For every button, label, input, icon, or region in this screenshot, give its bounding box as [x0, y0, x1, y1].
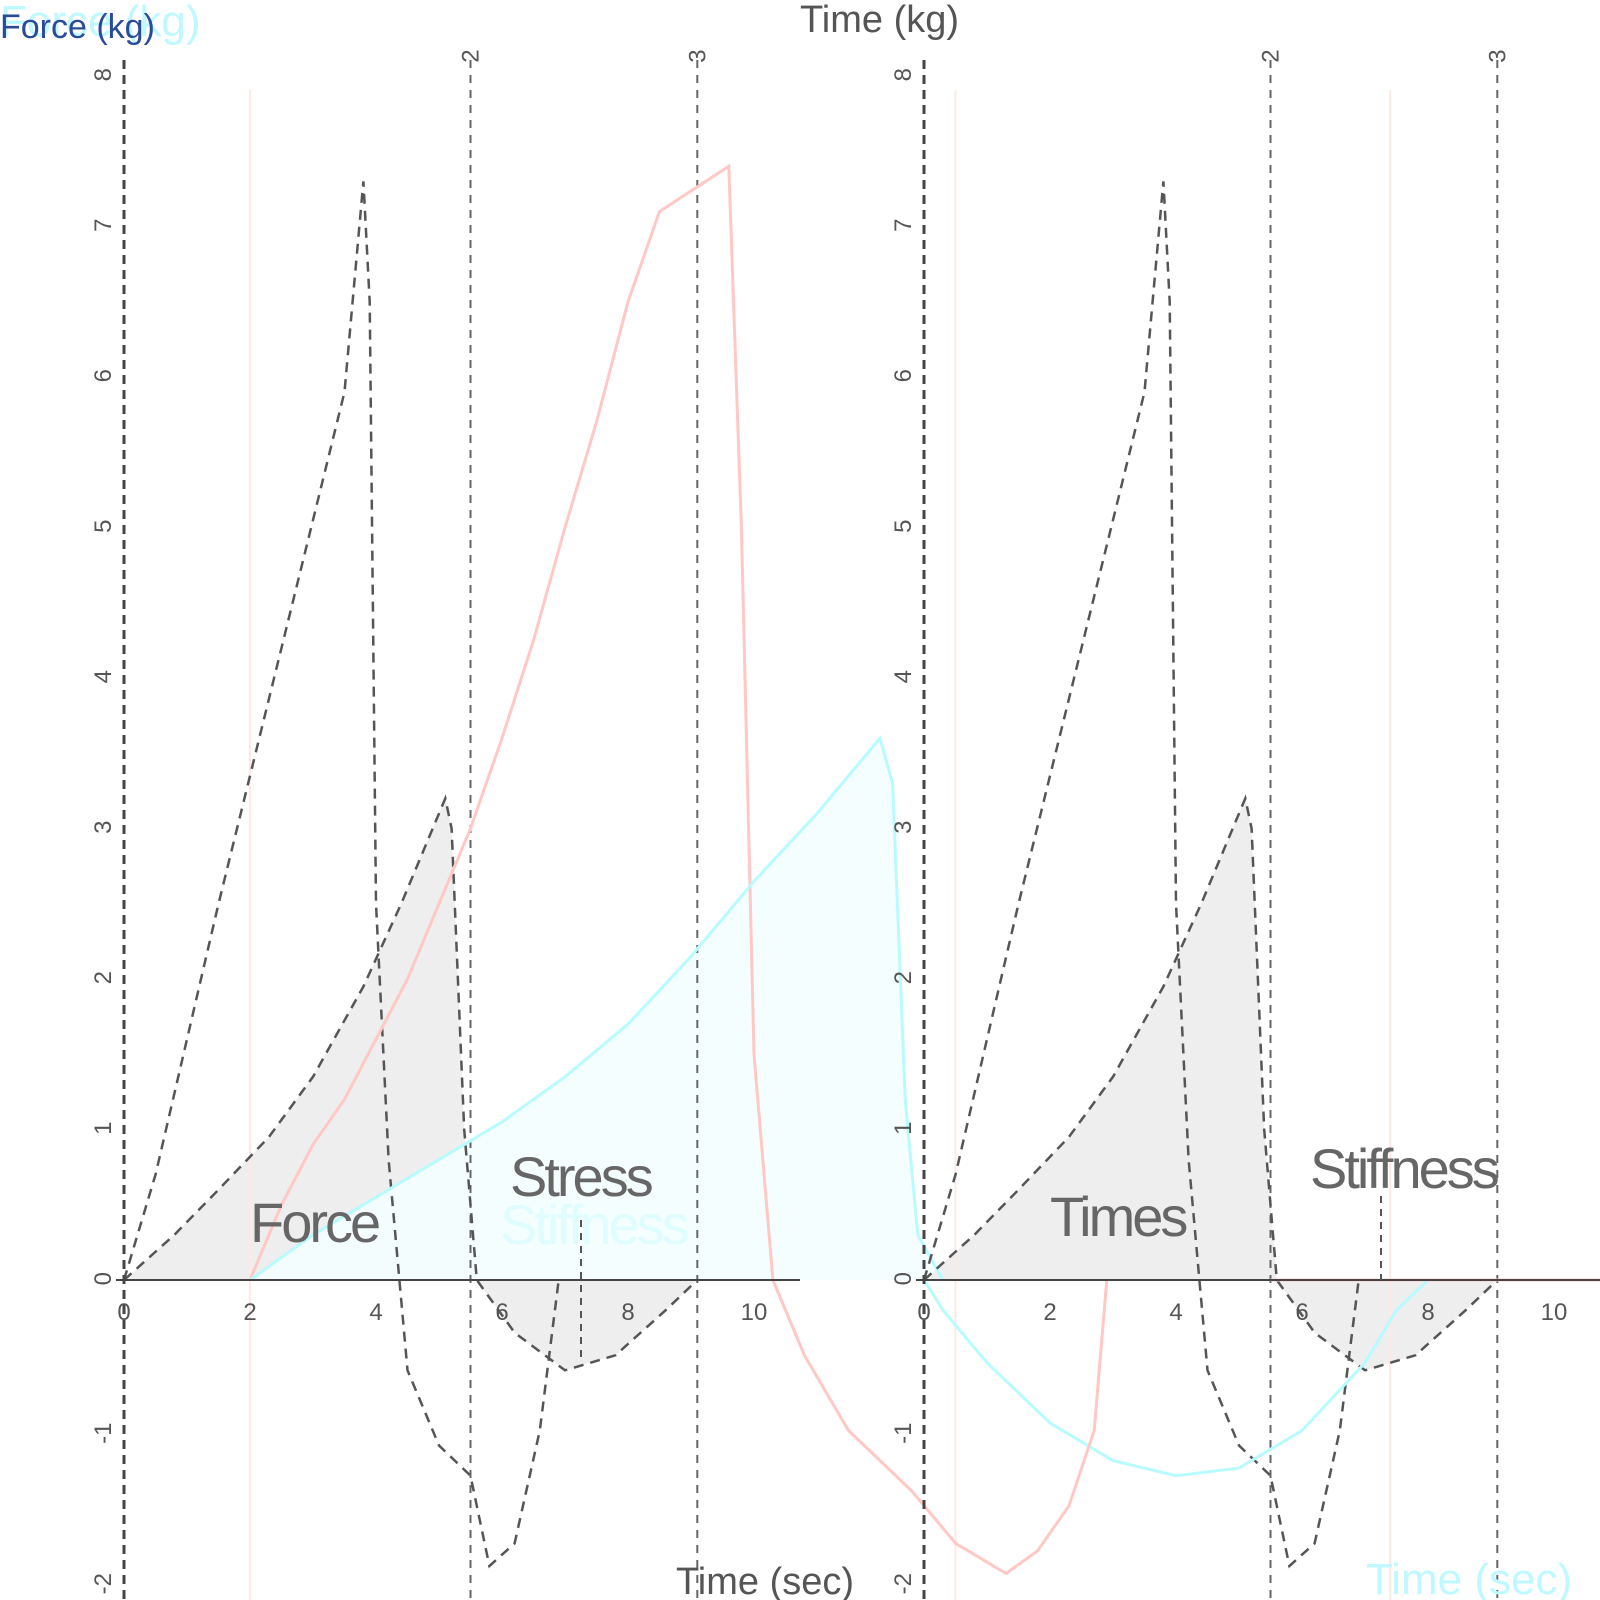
annotation-stress: Stress — [510, 1145, 652, 1208]
left-y-tick-label: 5 — [90, 520, 117, 533]
left-y-tick-label: 4 — [90, 670, 117, 683]
left-series-dashed-filled-1-area — [124, 798, 698, 1371]
left-y-tick-label: 2 — [90, 971, 117, 984]
right-series-cyan-2-line — [922, 1278, 1600, 1478]
left-x-tick-label: 0 — [117, 1299, 130, 1326]
axes-layer — [116, 60, 1600, 1600]
right-y-tick-label: -1 — [890, 1423, 917, 1444]
right-y-tick-label: 3 — [890, 821, 917, 834]
left-y-tick-label: 1 — [90, 1122, 117, 1135]
right-y-tick-label: 6 — [890, 369, 917, 382]
left-series-cyan-filled-3-area — [250, 738, 943, 1280]
annotation-times: Times — [1050, 1185, 1186, 1248]
left-y-tick-label: 6 — [90, 369, 117, 382]
annotation-stiffness-left: Stiffness — [500, 1193, 688, 1256]
right-y-tick-label: 2 — [890, 971, 917, 984]
left-x-tick-label: 2 — [243, 1299, 256, 1326]
left-y-tick-label: -1 — [90, 1423, 117, 1444]
left-x-tick-label: 6 — [495, 1299, 508, 1326]
right-top-tick-label: 2 — [1258, 49, 1285, 62]
middle-pink-series-0 — [803, 1279, 1109, 1576]
annotation-force: Force — [250, 1191, 379, 1254]
right-y-tick-label: 5 — [890, 520, 917, 533]
left-x-tick-label: 10 — [741, 1299, 768, 1326]
right-xlabel: Time (sec) — [1366, 1555, 1572, 1600]
right-y-tick-label: 8 — [890, 68, 917, 81]
left-top-tick-label: 3 — [684, 49, 711, 62]
right-x-tick-label: 4 — [1169, 1299, 1182, 1326]
right-title: Time (kg) — [800, 0, 959, 41]
right-series-dashed-filled-1-area — [924, 798, 1498, 1371]
left-y-tick-label: 8 — [90, 68, 117, 81]
annotation-stiffness-right: Stiffness — [1310, 1137, 1498, 1200]
right-series-dashed-filled-1-line — [923, 794, 1499, 1372]
right-x-tick-label: 10 — [1541, 1299, 1568, 1326]
left-x-tick-label: 8 — [621, 1299, 634, 1326]
right-x-tick-label: 8 — [1421, 1299, 1434, 1326]
left-y-tick-label: 3 — [90, 821, 117, 834]
right-x-tick-label: 2 — [1043, 1299, 1056, 1326]
right-y-tick-label: 7 — [890, 219, 917, 232]
left-series-dashed-0-line — [122, 181, 560, 1569]
line-layer — [122, 163, 1600, 1576]
right-y-tick-label: 0 — [890, 1272, 917, 1285]
right-y-tick-label: -2 — [890, 1573, 917, 1594]
left-series-pink-2-line — [248, 163, 806, 1356]
left-y-tick-label: 0 — [90, 1272, 117, 1285]
left-series-cyan-filled-3-line — [249, 735, 945, 1282]
tick-layer: -2 -1 0 1 2 3 4 5 6 7 8 0 2 4 6 8 10 2 3 -2 -1 0 1 2 3 4 5 6 7 8 0 2 4 6 8… — [90, 49, 1567, 1594]
right-y-tick-label: 4 — [890, 670, 917, 683]
right-y-tick-label: 1 — [890, 1122, 917, 1135]
left-y-tick-label: 7 — [90, 219, 117, 232]
left-y-tick-label: -2 — [90, 1573, 117, 1594]
left-title-back: Force (kg) — [0, 0, 200, 46]
right-x-tick-label: 0 — [917, 1299, 930, 1326]
left-xlabel: Time (sec) — [676, 1561, 854, 1600]
left-top-tick-label: 2 — [458, 49, 485, 62]
fill-layer — [124, 738, 1498, 1371]
left-x-tick-label: 4 — [369, 1299, 382, 1326]
right-x-tick-label: 6 — [1295, 1299, 1308, 1326]
left-title-front: Force (kg) — [0, 8, 155, 46]
right-series-dashed-0-line — [922, 181, 1360, 1569]
right-top-tick-label: 3 — [1484, 49, 1511, 62]
left-series-dashed-filled-1-line — [123, 794, 699, 1372]
